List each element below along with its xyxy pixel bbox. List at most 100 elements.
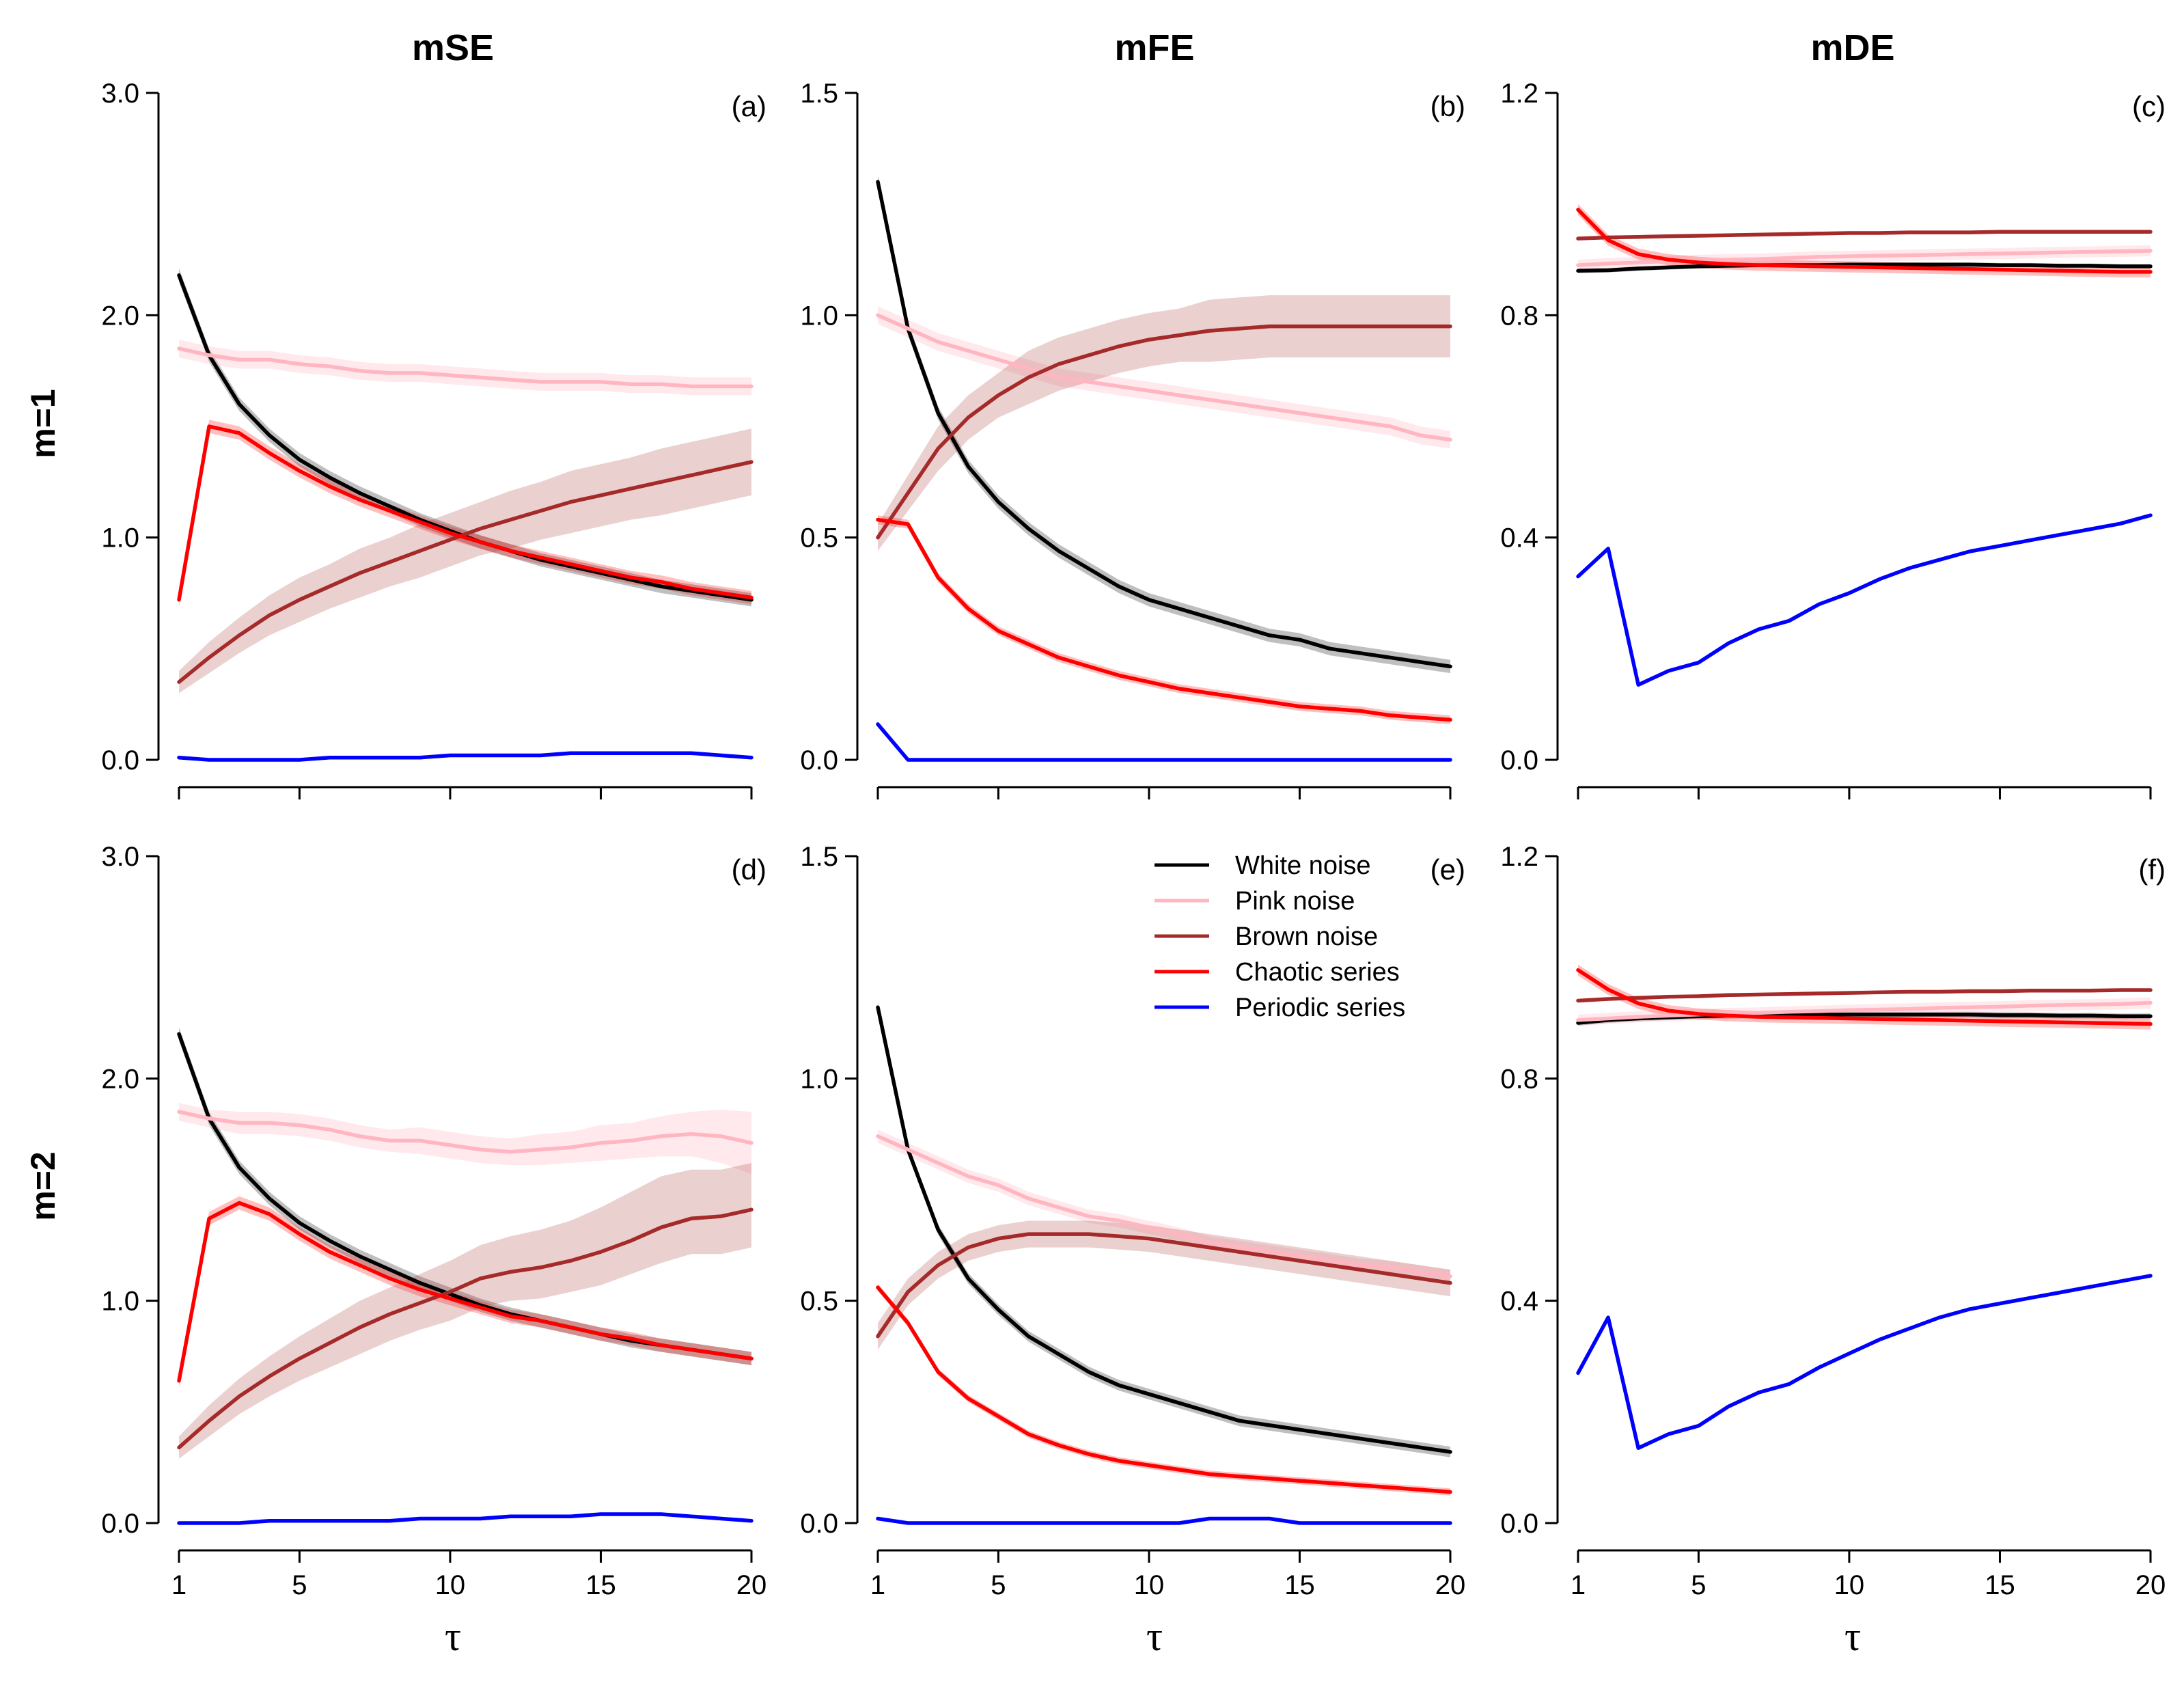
series-line-brown-noise-a xyxy=(177,460,754,684)
legend-label-chaotic-series: Chaotic series xyxy=(1235,958,1400,987)
x-tick-label: 20 xyxy=(736,1570,767,1600)
panel-label-c: (c) xyxy=(2132,90,2166,122)
y-tick-label: 1.5 xyxy=(800,79,838,109)
y-tick-label: 1.2 xyxy=(1500,842,1538,872)
column-title-mse: mSE xyxy=(412,27,494,68)
y-tick-label: 0.4 xyxy=(1500,523,1538,553)
y-tick-label: 0.0 xyxy=(101,1509,139,1539)
legend-label-white-noise: White noise xyxy=(1235,851,1371,880)
x-axis-label-col3: τ xyxy=(1844,1614,1861,1659)
series-line-periodic-series-e xyxy=(876,1516,1452,1525)
band-white-noise-d xyxy=(179,1027,751,1365)
row-label-m1: m=1 xyxy=(24,389,62,458)
x-tick-label: 15 xyxy=(1284,1570,1315,1600)
x-tick-label: 15 xyxy=(585,1570,616,1600)
y-tick-label: 1.0 xyxy=(800,301,838,331)
series-line-periodic-series-d xyxy=(177,1512,754,1525)
series-line-brown-noise-b xyxy=(876,324,1452,540)
legend: White noise Pink noise Brown noise Chaotic … xyxy=(1155,851,1405,1022)
legend-label-brown-noise: Brown noise xyxy=(1235,922,1378,951)
column-title-mfe: mFE xyxy=(1114,27,1194,68)
band-pink-noise-d xyxy=(179,1103,751,1175)
band-pink-noise-a xyxy=(179,340,751,396)
series-line-chaotic-series-a xyxy=(177,424,754,602)
series-line-white-noise-e xyxy=(876,1005,1452,1454)
band-brown-noise-b xyxy=(878,295,1450,551)
y-tick-label: 1.2 xyxy=(1500,79,1538,109)
y-tick-label: 1.0 xyxy=(101,1287,139,1317)
y-tick-label: 0.4 xyxy=(1500,1287,1538,1317)
y-tick-label: 0.0 xyxy=(1500,1509,1538,1539)
panel-label-b: (b) xyxy=(1430,90,1465,122)
y-tick-label: 0.0 xyxy=(800,745,838,776)
x-tick-label: 1 xyxy=(870,1570,885,1600)
y-tick-label: 0.5 xyxy=(800,1287,838,1317)
series-line-pink-noise-d xyxy=(177,1110,754,1154)
panel-label-e: (e) xyxy=(1430,853,1465,886)
series-line-pink-noise-e xyxy=(876,1134,1452,1278)
row-label-m2: m=2 xyxy=(24,1151,62,1220)
x-tick-label: 10 xyxy=(435,1570,466,1600)
series-line-chaotic-series-d xyxy=(177,1201,754,1383)
series-line-periodic-series-b xyxy=(876,722,1452,762)
x-tick-label: 10 xyxy=(1834,1570,1865,1600)
panel-f: 0.00.40.81.21 5 10 15 20(f) xyxy=(1500,842,2166,1600)
x-tick-label: 5 xyxy=(991,1570,1006,1600)
x-axis-label-col1: τ xyxy=(445,1614,461,1659)
panel-e: 0.00.51.01.51 5 10 15 20(e) xyxy=(800,842,1465,1600)
band-brown-noise-a xyxy=(179,428,751,694)
panel-b: 0.0 0.5 1.0 1.5 (b) xyxy=(800,79,1465,799)
legend-label-pink-noise: Pink noise xyxy=(1235,887,1355,916)
panels: 0.0 1.0 2.0 3.0 (a) 0.0 0.5 1.0 1.5 (b) 0.0 0.4 0.8 1… xyxy=(101,79,2166,1600)
band-brown-noise-e xyxy=(878,1220,1450,1350)
y-tick-label: 0.0 xyxy=(1500,745,1538,776)
panel-label-a: (a) xyxy=(732,90,766,122)
x-tick-label: 20 xyxy=(1435,1570,1466,1600)
series-line-chaotic-series-b xyxy=(876,517,1452,722)
series-line-periodic-series-a xyxy=(177,751,754,762)
x-tick-label: 15 xyxy=(1985,1570,2015,1600)
series-line-brown-noise-f xyxy=(1576,988,2153,1003)
panel-d: 0.01.02.03.01 5 10 15 20(d) xyxy=(101,842,766,1600)
x-tick-label: 10 xyxy=(1134,1570,1165,1600)
band-chaotic-series-e xyxy=(878,1283,1450,1496)
y-tick-label: 1.0 xyxy=(800,1064,838,1094)
series-line-brown-noise-c xyxy=(1576,230,2153,241)
panel-label-d: (d) xyxy=(732,853,766,886)
y-tick-label: 0.0 xyxy=(800,1509,838,1539)
series-line-white-noise-b xyxy=(876,180,1452,669)
panel-c: 0.0 0.4 0.8 1.2 (c) xyxy=(1500,79,2166,799)
y-tick-label: 2.0 xyxy=(101,301,139,331)
series-line-white-noise-c xyxy=(1576,262,2153,273)
panel-a: 0.0 1.0 2.0 3.0 (a) xyxy=(101,79,766,799)
column-title-mde: mDE xyxy=(1810,27,1894,68)
x-tick-label: 5 xyxy=(1691,1570,1706,1600)
x-tick-label: 5 xyxy=(292,1570,307,1600)
x-tick-label: 1 xyxy=(1571,1570,1586,1600)
y-tick-label: 0.8 xyxy=(1500,301,1538,331)
y-tick-label: 0.8 xyxy=(1500,1064,1538,1094)
series-line-periodic-series-f xyxy=(1576,1274,2153,1450)
legend-label-periodic-series: Periodic series xyxy=(1235,994,1405,1022)
series-line-chaotic-series-f xyxy=(1576,968,2153,1026)
y-tick-label: 3.0 xyxy=(101,79,139,109)
y-tick-label: 1.5 xyxy=(800,842,838,872)
band-chaotic-series-b xyxy=(878,515,1450,724)
series-line-periodic-series-c xyxy=(1576,513,2153,687)
y-tick-label: 1.0 xyxy=(101,523,139,553)
band-brown-noise-d xyxy=(179,1163,751,1459)
series-line-pink-noise-f xyxy=(1576,1000,2153,1022)
series-line-pink-noise-b xyxy=(876,313,1452,442)
series-line-chaotic-series-c xyxy=(1576,208,2153,274)
panel-label-f: (f) xyxy=(2138,853,2166,886)
band-chaotic-series-d xyxy=(179,1196,751,1388)
y-tick-label: 0.0 xyxy=(101,745,139,776)
y-tick-label: 3.0 xyxy=(101,842,139,872)
series-line-brown-noise-d xyxy=(177,1207,754,1450)
y-tick-label: 2.0 xyxy=(101,1064,139,1094)
series-line-pink-noise-a xyxy=(177,346,754,389)
series-line-brown-noise-e xyxy=(876,1232,1452,1339)
series-line-chaotic-series-e xyxy=(876,1285,1452,1494)
x-tick-label: 20 xyxy=(2135,1570,2166,1600)
